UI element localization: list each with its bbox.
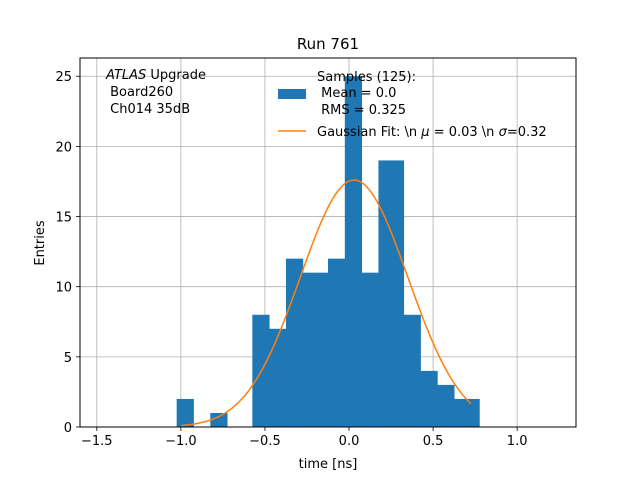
histogram-bar xyxy=(210,412,228,427)
histogram-bar xyxy=(403,314,421,427)
legend-fit-mu-symbol: μ xyxy=(420,125,429,140)
gaussian-fit-line xyxy=(180,179,472,427)
x-tick-label: −1.0 xyxy=(165,434,197,449)
y-tick-label: 15 xyxy=(55,211,72,226)
legend-fit-label: Gaussian Fit: \n μ = 0.03 \n σ=0.32 xyxy=(317,125,547,140)
legend-fit-mu-value: = 0.03 \n xyxy=(430,125,499,140)
y-tick-label: 10 xyxy=(55,281,72,296)
annotation-upgrade: Upgrade xyxy=(146,68,206,83)
x-tick-label: 0.5 xyxy=(423,434,444,449)
legend-fit-sigma-symbol: σ xyxy=(499,125,508,140)
legend-histogram-label-line-1: Samples (125): xyxy=(317,70,416,85)
x-axis-label: time [ns] xyxy=(299,457,358,472)
legend-histogram-swatch xyxy=(278,89,306,99)
atlas-annotation: ATLAS Upgrade Board260 Ch014 35dB xyxy=(105,68,206,117)
y-tick-label: 20 xyxy=(55,140,72,155)
legend-histogram-label-line-3: RMS = 0.325 xyxy=(317,103,406,118)
annotation-line-1: ATLAS Upgrade xyxy=(105,68,206,83)
y-axis-ticks: 0 5 10 15 20 25 xyxy=(55,70,80,436)
x-tick-label: 0.0 xyxy=(339,434,360,449)
x-tick-label: −0.5 xyxy=(249,434,281,449)
annotation-atlas: ATLAS xyxy=(105,68,146,83)
y-tick-label: 5 xyxy=(64,351,72,366)
histogram-bar xyxy=(344,76,363,428)
histogram-bar xyxy=(328,258,346,427)
x-tick-label: 1.0 xyxy=(507,434,528,449)
histogram-bar xyxy=(454,398,463,427)
plot-frame xyxy=(79,57,577,428)
legend-histogram-label-line-2: Mean = 0.0 xyxy=(317,86,396,101)
histogram-bar xyxy=(462,398,480,427)
histogram-bar xyxy=(269,328,287,427)
y-tick-label: 25 xyxy=(55,70,72,85)
chart-title: Run 761 xyxy=(297,35,359,53)
histogram-bar xyxy=(285,258,304,427)
histogram-bar xyxy=(176,398,194,427)
annotation-line-2: Board260 xyxy=(106,85,173,100)
y-axis-label: Entries xyxy=(33,220,48,266)
x-axis-ticks: −1.5 −1.0 −0.5 0.0 0.5 1.0 xyxy=(81,427,527,449)
x-tick-label: −1.5 xyxy=(81,434,113,449)
y-tick-label: 0 xyxy=(64,421,72,436)
histogram-bar xyxy=(437,384,455,427)
histogram-bar xyxy=(319,272,329,427)
histogram-bar xyxy=(420,370,438,427)
histogram-bar xyxy=(378,160,405,427)
histogram-bars xyxy=(176,76,480,428)
histogram-bar xyxy=(361,272,379,427)
annotation-line-3: Ch014 35dB xyxy=(106,102,190,117)
legend: Samples (125): Mean = 0.0 RMS = 0.325 Ga… xyxy=(278,70,547,140)
histogram-bar xyxy=(302,272,320,427)
legend-fit-prefix: Gaussian Fit: \n xyxy=(317,125,421,140)
legend-fit-sigma-value: =0.32 xyxy=(507,125,547,140)
